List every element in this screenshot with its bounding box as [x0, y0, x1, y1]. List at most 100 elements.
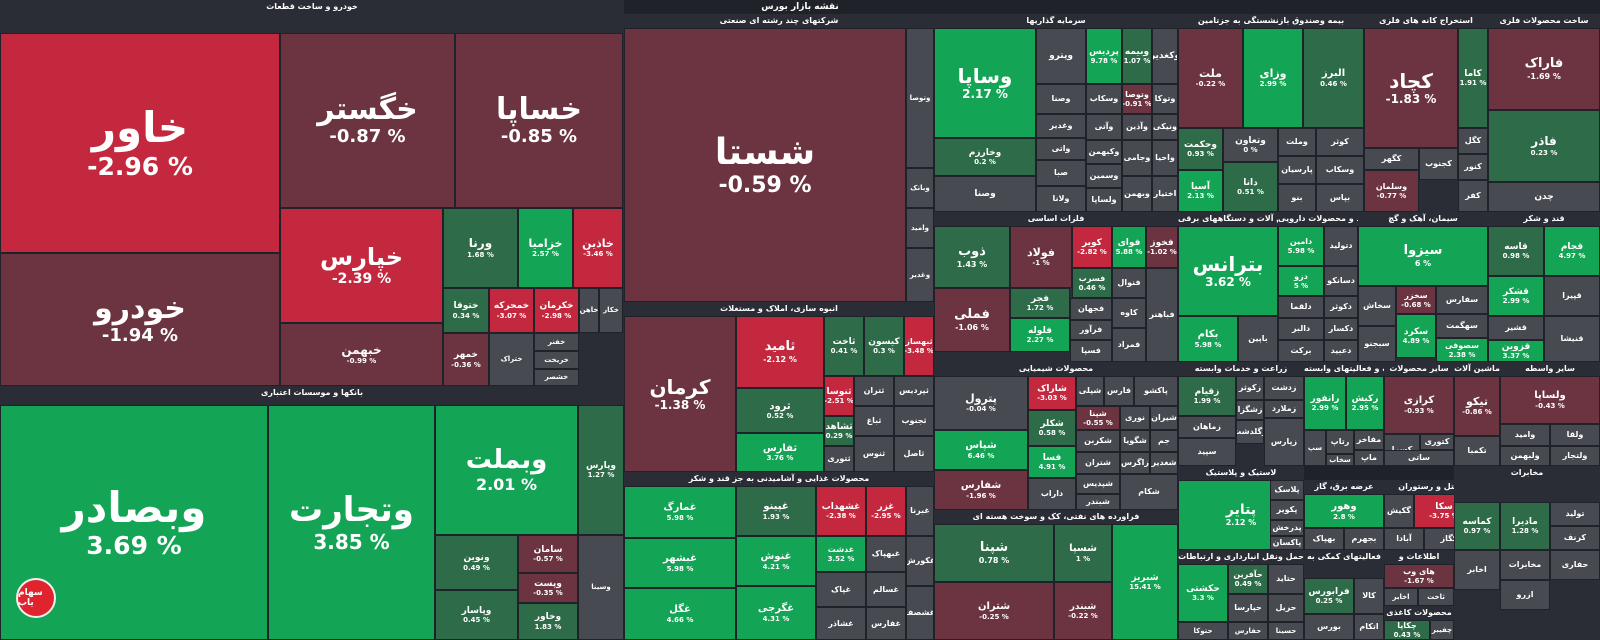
stock-tile[interactable]: پاکشو	[1134, 376, 1178, 406]
stock-tile[interactable]: مادیرا 1.28 %	[1500, 502, 1550, 550]
stock-tile[interactable]: دزو 5 %	[1278, 266, 1324, 296]
stock-tile[interactable]: سخاش	[1358, 286, 1396, 326]
stock-tile[interactable]: وبملت 2.01 %	[435, 405, 578, 535]
stock-tile[interactable]: غنوش 4.21 %	[736, 536, 816, 586]
stock-tile[interactable]: سامان -0.57 %	[518, 535, 578, 573]
stock-tile[interactable]: ختوقا 0.34 %	[443, 288, 489, 333]
stock-tile[interactable]: خودرو -1.94 %	[0, 253, 280, 386]
stock-tile[interactable]: فاذر 0.23 %	[1488, 110, 1600, 182]
stock-tile[interactable]: ثباغ	[854, 406, 894, 436]
stock-tile[interactable]: غسالم	[866, 572, 906, 607]
stock-tile[interactable]: غدشت 3.52 %	[816, 536, 866, 572]
stock-tile[interactable]: وتوصا -0.91 %	[1122, 84, 1152, 114]
stock-tile[interactable]: کاوه	[1112, 298, 1146, 328]
stock-tile[interactable]: ختراک	[489, 333, 534, 386]
stock-tile[interactable]: کیسون 0.3 %	[864, 316, 904, 376]
stock-tile[interactable]: خاهن	[579, 288, 599, 333]
stock-tile[interactable]: کجنوب	[1419, 148, 1458, 180]
stock-tile[interactable]: وتجارت 3.85 %	[268, 405, 435, 640]
stock-tile[interactable]: فباهنر	[1146, 268, 1178, 362]
stock-tile[interactable]: خکرمان -2.98 %	[534, 288, 579, 333]
stock-tile[interactable]: فرابورس 0.25 %	[1304, 578, 1354, 614]
stock-tile[interactable]: ثاخت 0.41 %	[824, 316, 864, 376]
stock-tile[interactable]: غپینو 1.93 %	[736, 486, 816, 536]
stock-tile[interactable]: کالا	[1354, 578, 1384, 614]
stock-tile[interactable]: وهور 2.8 %	[1304, 494, 1384, 528]
stock-tile[interactable]: حپارسا	[1228, 594, 1268, 622]
stock-tile[interactable]: چدن	[1488, 182, 1600, 212]
stock-tile[interactable]: پلاسک	[1270, 480, 1304, 500]
stock-tile[interactable]: خگستر -0.87 %	[280, 33, 455, 208]
stock-tile[interactable]: شتران	[1076, 452, 1120, 474]
stock-tile[interactable]: دامین 5.98 %	[1278, 226, 1324, 266]
stock-tile[interactable]: ثتران	[854, 376, 894, 406]
stock-tile[interactable]: دکوثر	[1324, 296, 1358, 318]
stock-tile[interactable]: فمراد	[1112, 328, 1146, 362]
stock-tile[interactable]: حآفرین 0.49 %	[1228, 564, 1268, 594]
stock-tile[interactable]: شپاس 6.46 %	[934, 430, 1028, 470]
stock-tile[interactable]: سخزر -0.68 %	[1396, 286, 1436, 314]
stock-tile[interactable]: وپترو	[1036, 28, 1086, 84]
stock-tile[interactable]: صبا	[1036, 160, 1086, 186]
stock-tile[interactable]: فولاد -1 %	[1010, 226, 1072, 288]
stock-tile[interactable]: کنور	[1458, 154, 1488, 180]
stock-tile[interactable]: کرازی -0.93 %	[1384, 376, 1454, 434]
stock-tile[interactable]: بپاس	[1316, 184, 1364, 212]
stock-tile[interactable]: وغدیر	[1036, 114, 1086, 138]
stock-tile[interactable]: ازرو	[1500, 580, 1550, 610]
stock-tile[interactable]: ولتجار	[1550, 446, 1600, 466]
stock-tile[interactable]: دلقما	[1278, 296, 1324, 318]
stock-tile[interactable]: فرآور	[1070, 320, 1112, 340]
stock-tile[interactable]: های وب -1.67 %	[1384, 564, 1454, 588]
stock-tile[interactable]: وملت	[1278, 128, 1316, 156]
stock-tile[interactable]: خزامیا 2.57 %	[518, 208, 573, 288]
stock-tile[interactable]: کرنف	[1550, 526, 1600, 550]
stock-tile[interactable]: زپارس	[1264, 418, 1304, 466]
stock-tile[interactable]: کویر -2.82 %	[1072, 226, 1112, 268]
stock-tile[interactable]: فملی -1.06 %	[934, 288, 1010, 352]
stock-tile[interactable]: سفارس	[1436, 286, 1488, 314]
stock-tile[interactable]: ثرود 0.52 %	[736, 388, 824, 433]
stock-tile[interactable]: داراب	[1028, 478, 1076, 510]
stock-tile[interactable]: زکوثر	[1236, 376, 1264, 400]
stock-tile[interactable]: شستا -0.59 %	[624, 28, 906, 302]
stock-tile[interactable]: خاذین -3.46 %	[573, 208, 623, 288]
stock-tile[interactable]: ثجنوب	[894, 406, 934, 436]
stock-tile[interactable]: ثامید -2.12 %	[736, 316, 824, 388]
stock-tile[interactable]: واحیا	[1152, 140, 1178, 176]
stock-tile[interactable]: ذوب 1.43 %	[934, 226, 1010, 288]
stock-tile[interactable]: حفاری	[1550, 550, 1600, 580]
stock-tile[interactable]: بجهرم	[1344, 528, 1384, 550]
stock-tile[interactable]: سپید	[1178, 438, 1236, 466]
stock-tile[interactable]: زقیام 1.99 %	[1178, 376, 1236, 416]
stock-tile[interactable]: زشگزا	[1236, 400, 1264, 420]
stock-tile[interactable]: تولید	[1550, 502, 1600, 526]
stock-tile[interactable]: ثاصل	[894, 436, 934, 472]
stock-tile[interactable]: وسکاب	[1086, 84, 1122, 114]
stock-tile[interactable]: کماسه 0.97 %	[1454, 502, 1500, 550]
stock-tile[interactable]: ثپردیس	[894, 376, 934, 406]
stock-tile[interactable]: شبندر -0.22 %	[1054, 582, 1112, 640]
stock-tile[interactable]: فوای 5.88 %	[1112, 226, 1146, 268]
stock-tile[interactable]: اختیار	[1152, 176, 1178, 212]
stock-tile[interactable]: پترول -0.04 %	[934, 376, 1028, 430]
stock-tile[interactable]: فجر 1.72 %	[1010, 288, 1070, 318]
stock-tile[interactable]: وسکاب	[1316, 156, 1364, 184]
stock-tile[interactable]: بترانس 3.62 %	[1178, 226, 1278, 316]
stock-tile[interactable]: وسمین	[1086, 164, 1122, 188]
stock-tile[interactable]: کچاد -1.83 %	[1364, 28, 1458, 148]
stock-tile[interactable]: قجام 4.97 %	[1544, 226, 1600, 276]
stock-tile[interactable]: شبندر	[1076, 494, 1120, 510]
stock-tile[interactable]: غفارس	[866, 607, 906, 640]
stock-tile[interactable]: غشصفا	[906, 586, 934, 640]
stock-tile[interactable]: نوری	[1120, 406, 1150, 430]
stock-tile[interactable]: فاراک -1.69 %	[1488, 28, 1600, 110]
stock-tile[interactable]: کرمان -1.38 %	[624, 316, 736, 472]
stock-tile[interactable]: خساپا -0.85 %	[455, 33, 623, 208]
stock-tile[interactable]: پارسیان	[1278, 156, 1316, 184]
stock-tile[interactable]: باپین	[1238, 316, 1278, 362]
stock-tile[interactable]: وپاسار 0.45 %	[435, 590, 518, 640]
stock-tile[interactable]: فلوله 2.27 %	[1010, 318, 1070, 352]
stock-tile[interactable]: دتولید	[1324, 226, 1358, 266]
stock-tile[interactable]: خبهمن -0.99 %	[280, 323, 443, 386]
